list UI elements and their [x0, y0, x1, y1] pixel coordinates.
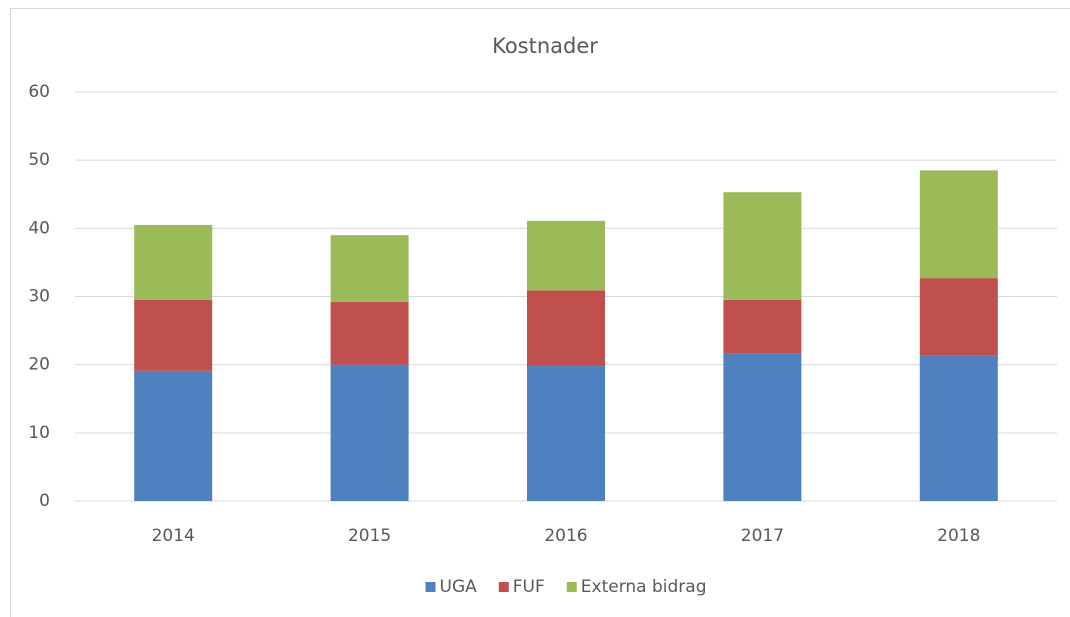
y-tick-label: 20	[28, 355, 50, 375]
bar-segment	[723, 192, 802, 300]
chart-title: Kostnader	[492, 34, 598, 58]
x-tick-label: 2015	[348, 526, 391, 546]
legend-swatch	[425, 582, 436, 592]
legend-swatch	[566, 582, 577, 592]
legend-swatch	[498, 582, 509, 592]
legend-label: UGA	[440, 577, 478, 597]
bar-segment	[330, 364, 409, 501]
x-tick-label: 2018	[937, 526, 980, 546]
legend-label: FUF	[513, 577, 545, 597]
bar-segment	[134, 224, 213, 300]
y-tick-label: 50	[28, 150, 50, 170]
x-tick-label: 2016	[544, 526, 587, 546]
bar-segment	[723, 353, 802, 501]
bar-segment	[527, 290, 605, 367]
bar-segment	[330, 301, 409, 365]
y-tick-label: 60	[28, 82, 50, 102]
y-tick-label: 10	[28, 423, 50, 443]
y-tick-label: 40	[28, 218, 50, 238]
bar-segment	[723, 299, 802, 354]
bar-segment	[919, 170, 998, 279]
x-tick-label: 2014	[152, 526, 195, 546]
legend-label: Externa bidrag	[581, 577, 707, 597]
bar-segment	[330, 235, 409, 302]
bar-segment	[919, 278, 998, 356]
bar-segment	[134, 370, 213, 501]
y-tick-label: 0	[39, 491, 50, 511]
bar-segment	[134, 299, 213, 371]
bar-segment	[527, 220, 605, 291]
y-tick-label: 30	[28, 287, 50, 307]
x-tick-label: 2017	[741, 526, 784, 546]
bar-segment	[527, 366, 605, 501]
bar-segment	[919, 355, 998, 501]
